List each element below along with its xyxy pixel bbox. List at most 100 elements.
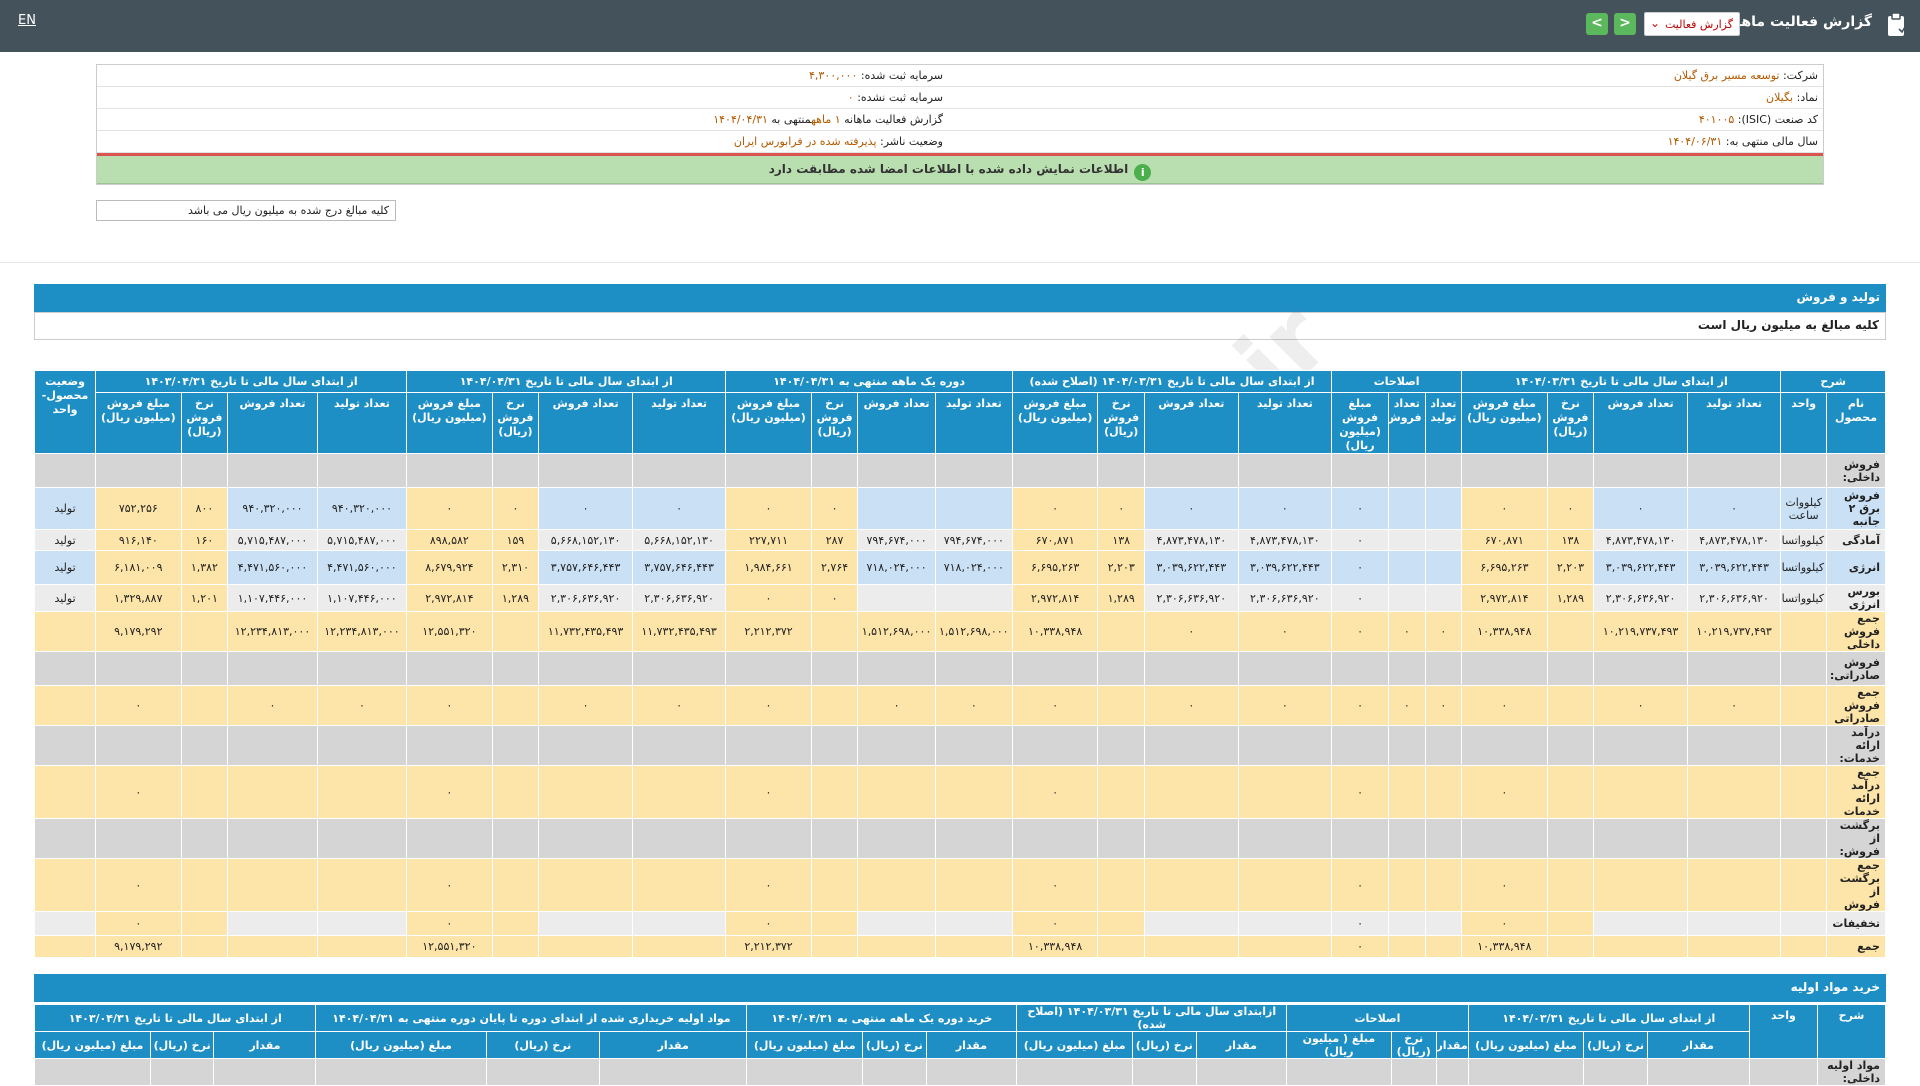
column-header: تعداد تولید	[934, 392, 1013, 454]
table-cell: ۰	[1237, 487, 1333, 530]
table-cell	[1424, 584, 1463, 612]
table-cell: ۰	[1011, 487, 1099, 530]
column-header: نرخ فروش (ریال)	[180, 392, 229, 454]
table-cell: ۵,۶۶۸,۱۵۲,۱۳۰	[631, 529, 727, 551]
table-cell	[857, 453, 936, 488]
table-cell: ۰	[1011, 858, 1099, 912]
column-header: مبلغ (میلیون ریال)	[1467, 1031, 1585, 1059]
table-cell	[1583, 1058, 1648, 1086]
table-cell	[491, 818, 540, 859]
table-cell: ۸۰۰	[180, 487, 229, 530]
prev-button[interactable]: <	[1586, 13, 1608, 35]
report-type-select[interactable]: گزارش فعالیت ⌄	[1644, 12, 1740, 36]
table-cell	[538, 818, 633, 859]
top-bar: EN گزارش فعالیت ماهانه گزارش فعالیت ⌄ > <	[0, 0, 1920, 52]
amount-note: کلیه مبالغ درج شده به میلیون ریال می باش…	[96, 200, 396, 221]
table-cell: ۲,۹۷۲,۸۱۴	[1461, 584, 1548, 612]
report-label: گزارش فعالیت ماهانه	[844, 113, 943, 126]
table-cell: ۲,۳۰۶,۶۳۶,۹۲۰	[1686, 584, 1782, 612]
table-cell	[180, 611, 229, 652]
company-value: توسعه مسیر برق گیلان	[1673, 69, 1780, 82]
table-cell: ۰	[1011, 765, 1099, 819]
table-cell: ۰	[1144, 487, 1239, 530]
report-mid: منتهی به	[771, 113, 812, 126]
table-cell	[1388, 858, 1426, 912]
table-row: بورس انرژیکیلوواتساعت۲,۳۰۶,۶۳۶,۹۲۰۲,۳۰۶,…	[33, 584, 1886, 612]
table-cell: ۰	[1331, 858, 1389, 912]
table-cell: ۷۱۸,۰۲۴,۰۰۰	[857, 550, 936, 585]
fiscal-year-value: ۱۴۰۴/۰۶/۳۱	[1667, 135, 1723, 148]
table-cell	[1388, 651, 1426, 686]
table-cell: ۱,۱۰۷,۴۴۶,۰۰۰	[227, 584, 318, 612]
table-cell: ۲,۳۰۶,۶۳۶,۹۲۰	[1237, 584, 1333, 612]
table-cell: ۹۴۰,۳۲۰,۰۰۰	[316, 487, 408, 530]
table-cell: ۰	[406, 765, 493, 819]
table-cell	[1097, 935, 1146, 958]
table-cell: ۱۳۸	[1097, 529, 1146, 551]
table-cell	[598, 1058, 748, 1086]
table-cell	[491, 858, 540, 912]
table-cell	[857, 765, 936, 819]
table-row: جمع ۱۰,۳۳۸,۹۴۸ ۰ ۱۰,۳۳۸,۹۴۸ ۲,۲۱۲,۳۷۲ ۱۲,۵۵۱,…	[33, 935, 1886, 958]
row-label: درآمد ارائه خدمات:	[1826, 725, 1886, 766]
fiscal-year-label: سال مالی منتهی به:	[1725, 135, 1818, 148]
table-cell	[1388, 550, 1426, 585]
table-cell	[1331, 725, 1389, 766]
table-cell: ۴,۸۷۳,۴۷۸,۱۳۰	[1686, 529, 1782, 551]
table-cell	[857, 858, 936, 912]
table-cell	[934, 651, 1013, 686]
table-cell	[631, 911, 727, 936]
table-cell	[1424, 550, 1463, 585]
language-toggle[interactable]: EN	[18, 13, 36, 28]
table-row: برگشت از فروش:	[33, 818, 1886, 859]
group-header: ازابتدای سال مالی تا تاریخ ۱۴۰۴/۰۳/۳۱ (ا…	[1016, 1004, 1288, 1032]
table-cell	[491, 911, 540, 936]
row-label: فروش صادراتی:	[1826, 651, 1886, 686]
table-row: جمع برگشت از فروش ۰ ۰ ۰ ۰ ۰ ۰	[33, 858, 1886, 912]
table-cell: ۱۵۹	[491, 529, 540, 551]
group-header: دوره یک ماهه منتهی به ۱۴۰۴/۰۴/۳۱	[725, 370, 1013, 393]
table-cell: ۰	[631, 487, 727, 530]
table-cell	[1546, 453, 1595, 488]
table-row: جمع فروش داخلی ۱۰,۲۱۹,۷۳۷,۴۹۳ ۱۰,۲۱۹,۷۳۷,۴…	[33, 611, 1886, 652]
table-cell	[1388, 487, 1426, 530]
table-cell	[1144, 935, 1239, 958]
table-cell	[33, 818, 97, 859]
table-cell	[316, 765, 408, 819]
table-cell: ۱۰,۲۱۹,۷۳۷,۴۹۳	[1593, 611, 1688, 652]
table-cell	[33, 935, 97, 958]
table-cell: ۷۱۸,۰۲۴,۰۰۰	[934, 550, 1013, 585]
table-cell: ۰	[1461, 911, 1548, 936]
table-cell	[149, 1058, 215, 1086]
next-button[interactable]: >	[1614, 13, 1636, 35]
table-cell	[1546, 685, 1595, 726]
table-cell	[538, 858, 633, 912]
table-cell: ۶۷۰,۸۷۱	[1461, 529, 1548, 551]
status-label: وضعیت ناشر:	[880, 135, 943, 148]
table-cell: ۷۹۴,۶۷۴,۰۰۰	[934, 529, 1013, 551]
table-cell	[1686, 725, 1782, 766]
column-header: تعداد فروش	[227, 392, 318, 454]
table-cell: ۰	[316, 685, 408, 726]
table-cell: ۰	[1237, 685, 1333, 726]
row-label: جمع برگشت از فروش	[1826, 858, 1886, 912]
column-header: مبلغ (میلیون ریال)	[746, 1031, 864, 1059]
table-cell: ۰	[1686, 487, 1782, 530]
column-header: مبلغ فروش (میلیون ریال)	[95, 392, 182, 454]
report-date: ۱۴۰۴/۰۴/۳۱	[713, 113, 768, 126]
table-cell	[1461, 725, 1548, 766]
table-cell	[1546, 911, 1595, 936]
table-cell: ۰	[1331, 935, 1389, 958]
row-label: آمادگی	[1826, 529, 1886, 551]
symbol-label: نماد:	[1796, 91, 1818, 104]
table-cell	[485, 1058, 600, 1086]
table-cell	[1780, 611, 1828, 652]
table-cell	[1132, 1058, 1197, 1086]
table-cell	[34, 1058, 151, 1086]
table-cell	[1461, 453, 1548, 488]
report-period: ۱ ماهه	[811, 113, 841, 126]
table-cell: ۵,۷۱۵,۴۸۷,۰۰۰	[316, 529, 408, 551]
table-cell: ۱,۹۸۴,۶۶۱	[725, 550, 812, 585]
table-cell	[810, 858, 859, 912]
table-cell	[1780, 818, 1828, 859]
